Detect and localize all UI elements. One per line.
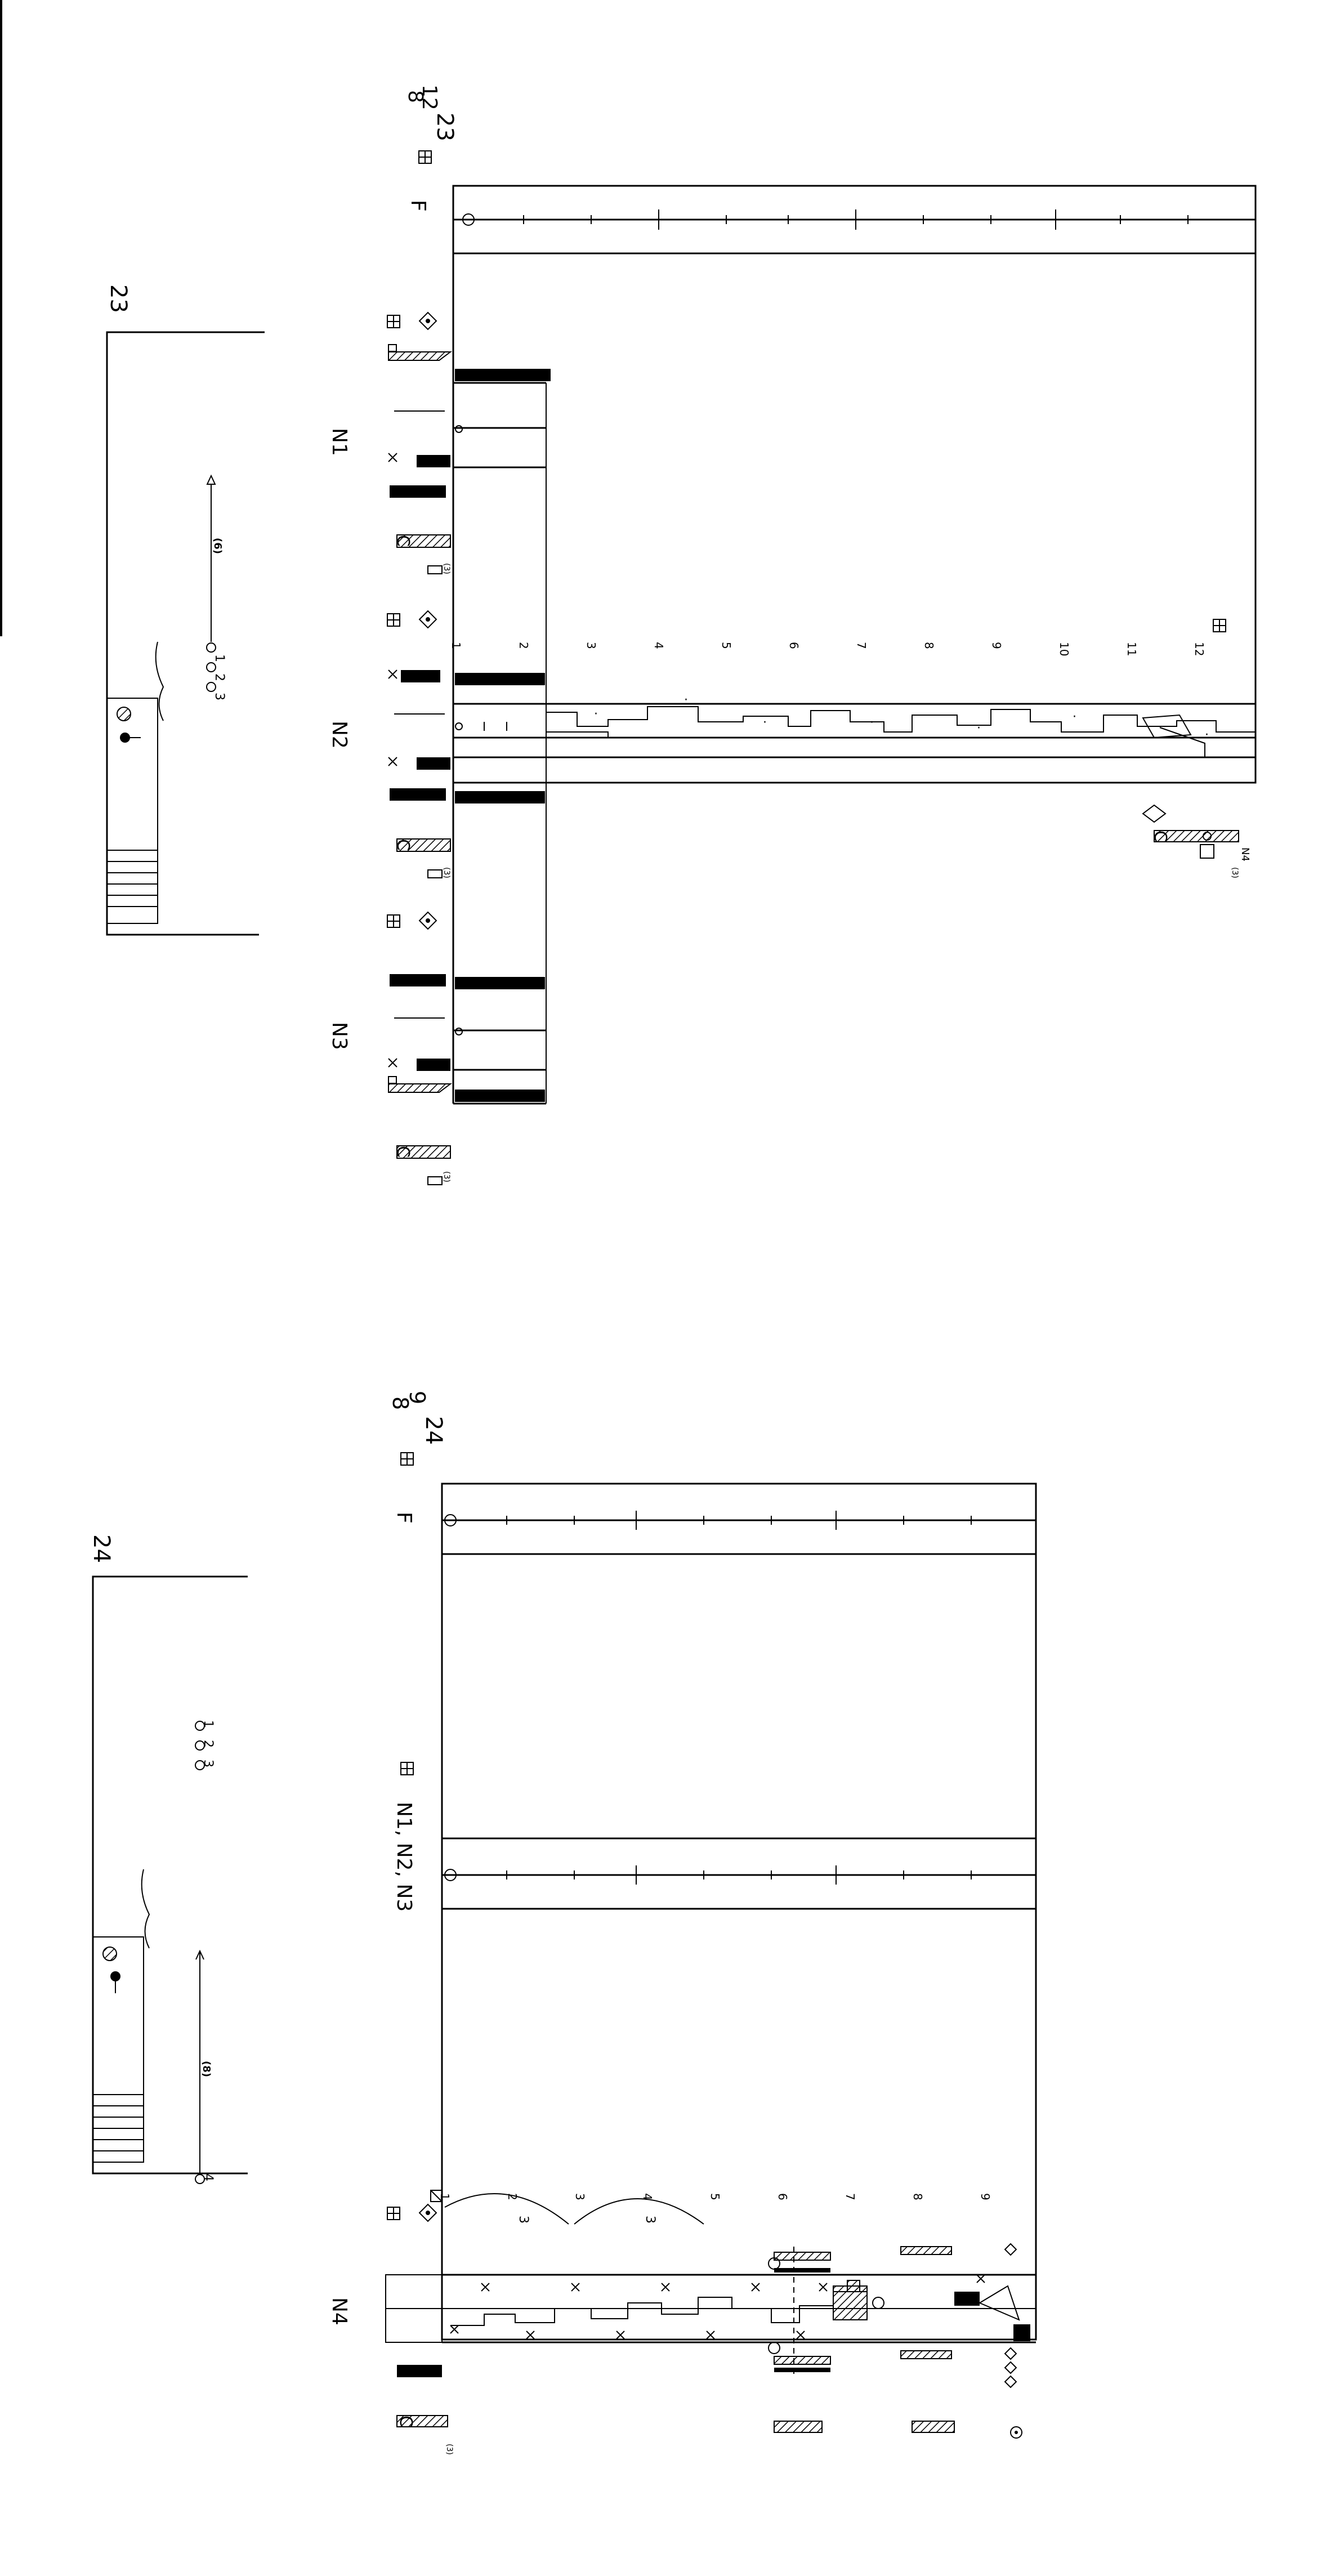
- s1-n2-label: N2: [328, 721, 351, 749]
- n4-staff-s2: [442, 2274, 1036, 2343]
- s1-pedal-letter-1: C: [393, 535, 413, 547]
- s2-tuplet-1: 3: [516, 2216, 530, 2224]
- svg-text:·: ·: [977, 721, 981, 735]
- n1-n3-staff-column: [452, 382, 547, 1105]
- s2-beat-4: 4: [641, 2193, 654, 2200]
- s2-pitch-step-1: 1: [201, 1720, 215, 1728]
- tuplet-arcs-s2: [444, 2193, 704, 2225]
- s1-n4-tag: C: [1150, 831, 1170, 842]
- s1-pedal-sub-3: (3): [442, 1171, 451, 1182]
- n2-tick-marks: · · · · · · ·: [594, 693, 1209, 742]
- s1-pedal-letter-3: C: [393, 1146, 413, 1158]
- s1-n3-label: N3: [328, 1022, 351, 1050]
- s2-beat-9: 9: [979, 2193, 992, 2200]
- s1-tempo-mark: (6): [212, 538, 224, 554]
- s1-beat-1: 1: [449, 642, 463, 649]
- s1-pitch-step-2: 2: [212, 673, 226, 681]
- s1-beat-12: 12: [1192, 642, 1206, 657]
- s2-n123-label: N1, N2, N3: [392, 1802, 415, 1912]
- box-plus-icons-s2: [387, 1452, 1022, 2439]
- n123-staff-s2: [442, 1837, 1036, 1910]
- s2-n4-label: N4: [328, 2297, 351, 2325]
- left-edge-bar: [0, 0, 2, 636]
- svg-text:·: ·: [870, 716, 874, 730]
- ornament-marks-s1: [388, 344, 452, 1093]
- s2-pitch-step-2: 2: [201, 1740, 215, 1748]
- s1-beat-9: 9: [990, 642, 1003, 649]
- s1-pedal-letter-2: C: [393, 839, 413, 851]
- s1-top-number-8: 8: [404, 90, 427, 103]
- system-2-cue-box: [92, 1575, 248, 2184]
- s1-beat-4: 4: [652, 642, 665, 649]
- system-2-frame: [441, 1483, 1037, 2341]
- svg-text:·: ·: [594, 707, 598, 721]
- s1-f-label: F: [406, 200, 430, 212]
- s2-beat-8: 8: [911, 2193, 924, 2200]
- s1-beat-5: 5: [720, 642, 733, 649]
- s2-beat-1: 1: [438, 2193, 452, 2200]
- s2-measure-number-top: 24: [421, 1416, 446, 1445]
- s2-pedal-sub: (3): [445, 2444, 454, 2455]
- s2-top-number-8: 8: [388, 1396, 413, 1410]
- s1-pitch-step-1: 1: [212, 654, 226, 662]
- s1-pedal-sub-1: (3): [442, 563, 451, 574]
- system-1-cue-box: [106, 331, 265, 936]
- pedal-blocks-left-s1: [396, 534, 451, 1185]
- box-plus-icons-s1: [387, 150, 1226, 930]
- s1-pitch-step-3: 3: [212, 693, 226, 700]
- s1-cue-measure-number: 23: [105, 284, 131, 313]
- s1-measure-number-top: 23: [432, 113, 458, 141]
- diamond-icon: [1142, 804, 1167, 823]
- s1-beat-10: 10: [1057, 642, 1071, 657]
- s1-beat-7: 7: [855, 642, 868, 649]
- black-bars-s1: [390, 369, 551, 1102]
- s2-beat-7: 7: [843, 2193, 857, 2200]
- n4-left-stub-s2: [385, 2190, 443, 2343]
- s2-beat-6: 6: [776, 2193, 789, 2200]
- system-2: [92, 1452, 1037, 2439]
- s2-pitch-step-3: 3: [201, 1760, 215, 1767]
- s1-n4-sub: (3): [1230, 867, 1239, 878]
- s2-tempo-mark: (8): [200, 2061, 212, 2077]
- s1-pedal-sub-2: (3): [442, 867, 451, 878]
- svg-text:·: ·: [763, 716, 767, 730]
- n2-rhythm-trace: [546, 706, 1256, 733]
- f-staff-s2: [442, 1511, 1036, 1555]
- s1-beat-2: 2: [517, 642, 530, 649]
- svg-text:·: ·: [684, 693, 688, 707]
- s1-n4-label: N4: [1239, 847, 1251, 861]
- cross-marks-s2: [450, 2274, 985, 2340]
- hatched-blocks-s2: [396, 2246, 980, 2433]
- s2-f-label: F: [392, 1512, 415, 1524]
- s1-beat-6: 6: [787, 642, 801, 649]
- n2-end-box: [1142, 714, 1192, 739]
- f-staff: [453, 209, 1256, 255]
- s1-beat-3: 3: [584, 642, 598, 649]
- system-1-frame: [452, 185, 1257, 784]
- s2-beat-5: 5: [708, 2193, 722, 2200]
- s2-tuplet-2: 3: [643, 2216, 657, 2224]
- cross-marks-s1: [388, 453, 397, 1068]
- s2-pitch-end: 4: [201, 2173, 215, 2181]
- s2-beat-2: 2: [506, 2193, 519, 2200]
- n4-pedal-block-s1: [1142, 804, 1239, 859]
- svg-text:·: ·: [1205, 728, 1209, 742]
- s1-beat-8: 8: [922, 642, 936, 649]
- s1-n1-label: N1: [328, 428, 351, 456]
- svg-text:·: ·: [1073, 710, 1076, 724]
- s1-beat-11: 11: [1125, 642, 1138, 657]
- system-1: · · · · · · ·: [106, 150, 1257, 1185]
- s2-pedal-letter: C: [396, 2416, 415, 2427]
- s2-cue-measure-number: 24: [88, 1534, 114, 1563]
- s2-beat-3: 3: [573, 2193, 587, 2200]
